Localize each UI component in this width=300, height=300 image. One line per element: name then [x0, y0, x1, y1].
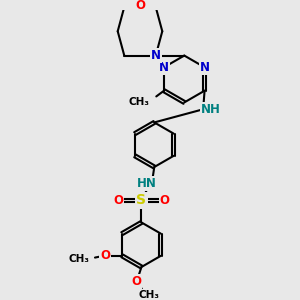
Text: NH: NH — [201, 103, 221, 116]
Text: N: N — [200, 61, 210, 74]
Text: CH₃: CH₃ — [68, 254, 89, 264]
Text: N: N — [151, 49, 161, 62]
Text: HN: HN — [136, 177, 157, 190]
Text: CH₃: CH₃ — [138, 290, 159, 300]
Text: O: O — [100, 249, 110, 262]
Text: O: O — [113, 194, 123, 207]
Text: O: O — [135, 0, 145, 12]
Text: CH₃: CH₃ — [129, 97, 150, 106]
Text: O: O — [131, 275, 141, 288]
Text: O: O — [160, 194, 170, 207]
Text: S: S — [136, 194, 146, 207]
Text: N: N — [159, 61, 169, 74]
